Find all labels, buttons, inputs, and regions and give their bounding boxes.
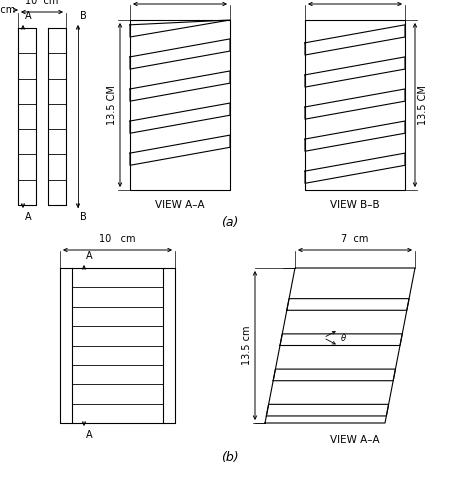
Text: VIEW B–B: VIEW B–B xyxy=(330,200,379,210)
Text: 7  cm: 7 cm xyxy=(341,234,368,244)
Text: A: A xyxy=(86,251,92,261)
Text: 13.5 cm: 13.5 cm xyxy=(241,326,252,365)
Text: (b): (b) xyxy=(221,451,238,464)
Text: 10  cm: 10 cm xyxy=(25,0,59,6)
Text: 13.5 CM: 13.5 CM xyxy=(107,85,117,125)
Text: A: A xyxy=(25,11,32,21)
Text: B: B xyxy=(80,11,87,21)
Text: 13.5 CM: 13.5 CM xyxy=(417,85,427,125)
Text: A: A xyxy=(25,212,32,222)
Text: B: B xyxy=(80,212,87,222)
Text: (a): (a) xyxy=(221,216,238,229)
Text: 2 cm: 2 cm xyxy=(0,5,15,15)
Text: 10   cm: 10 cm xyxy=(99,234,135,244)
Text: VIEW A–A: VIEW A–A xyxy=(330,435,379,445)
Text: A: A xyxy=(86,430,92,440)
Text: VIEW A–A: VIEW A–A xyxy=(155,200,204,210)
Text: $\theta$: $\theta$ xyxy=(340,332,347,343)
